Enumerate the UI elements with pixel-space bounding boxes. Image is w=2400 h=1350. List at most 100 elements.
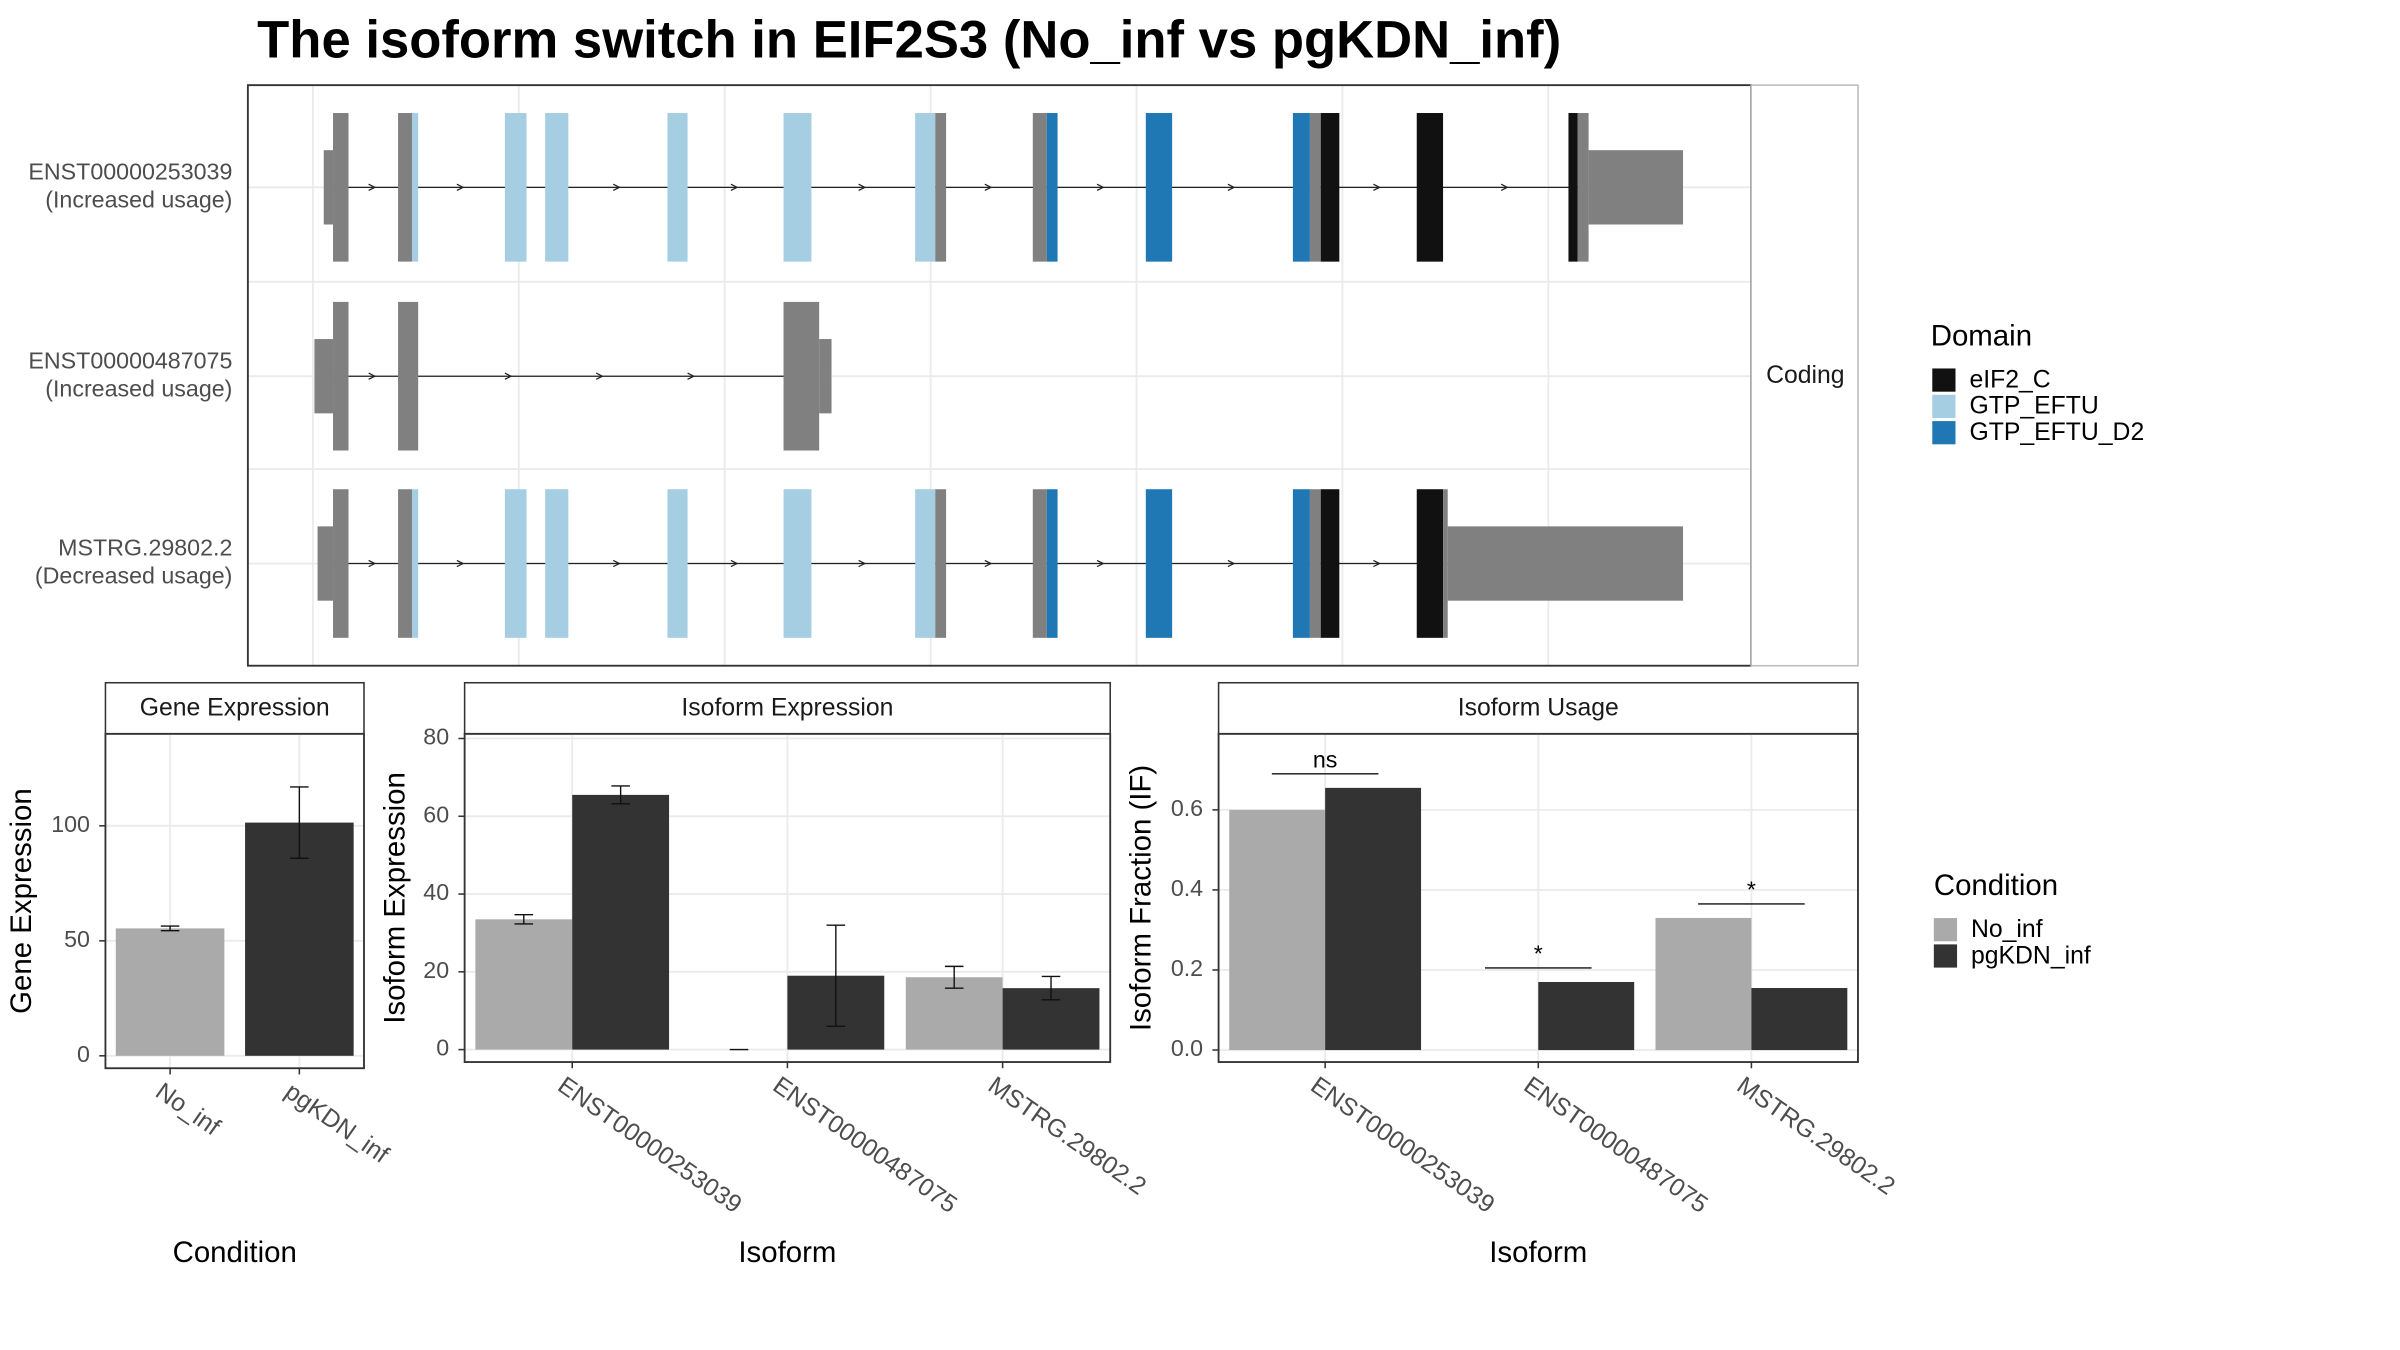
strip-label: Isoform Usage: [1458, 695, 1619, 722]
x-tick-label: ENST00000253039: [553, 1072, 747, 1219]
y-tick-label: 60: [423, 801, 449, 827]
exon: [545, 489, 569, 638]
intron-arrow: [858, 559, 867, 568]
exon: [333, 301, 349, 451]
exon: [1292, 113, 1310, 262]
x-tick-label: MSTRG.29802.2: [1732, 1072, 1900, 1201]
y-tick-label: 20: [423, 957, 449, 983]
legend-key: [1932, 421, 1956, 445]
intron-arrow: [1500, 183, 1509, 191]
x-tick-label: No_inf: [151, 1078, 225, 1141]
y-axis-title: Isoform Fraction (IF): [1124, 765, 1157, 1031]
y-tick-label: 100: [51, 811, 90, 837]
exon: [667, 489, 688, 638]
exon: [1309, 113, 1321, 262]
exon: [1032, 113, 1047, 262]
strip-label: Gene Expression: [140, 695, 330, 722]
exon: [411, 113, 419, 262]
intron-arrow: [730, 559, 739, 568]
exon: [667, 113, 688, 262]
exon: [935, 113, 947, 262]
strip-label: Isoform Expression: [681, 695, 893, 722]
exon: [398, 113, 412, 262]
intron-arrow: [730, 183, 739, 191]
exon: [333, 113, 349, 262]
y-tick-label: 0.6: [1171, 795, 1203, 821]
bar: [115, 928, 225, 1056]
x-tick-label: ENST00000487075: [1519, 1072, 1713, 1219]
strip: [104, 681, 365, 735]
exon: [504, 113, 527, 262]
intron-arrow: [984, 559, 993, 568]
intron-arrow: [1096, 183, 1105, 191]
y-tick-label: 0.0: [1171, 1035, 1203, 1061]
exon: [545, 113, 569, 262]
x-axis-title: Isoform: [738, 1236, 836, 1269]
transcript-note: (Decreased usage): [35, 563, 232, 589]
transcript-note: (Increased usage): [45, 186, 232, 212]
legend-label: GTP_EFTU_D2: [1969, 419, 2144, 446]
intron-arrow: [456, 559, 465, 568]
intron-arrow: [504, 372, 513, 380]
intron-arrow: [1227, 559, 1236, 568]
bar: [572, 794, 670, 1050]
x-tick-label: ENST00000253039: [1306, 1072, 1500, 1219]
intron-arrow: [1373, 559, 1381, 568]
bar: [475, 919, 573, 1050]
bar: [1655, 917, 1752, 1051]
error-bar: [514, 913, 534, 925]
legend-label: No_inf: [1971, 916, 2043, 943]
legend-key: [1932, 394, 1956, 419]
exon: [1588, 150, 1684, 225]
bar: [1751, 987, 1848, 1051]
chart-title: The isoform switch in EIF2S3 (No_inf vs …: [257, 10, 1561, 69]
exon: [915, 113, 936, 262]
error-bar: [290, 786, 309, 859]
transcript-name: ENST00000253039: [28, 159, 232, 185]
y-tick-label: 50: [64, 926, 90, 952]
exon: [317, 526, 334, 601]
transcript-name: ENST00000487075: [28, 347, 232, 373]
y-tick-label: 0.4: [1171, 875, 1203, 901]
significance-label: *: [1747, 877, 1756, 903]
intron-arrow: [612, 559, 621, 568]
exon: [504, 489, 527, 638]
x-tick-label: ENST00000487075: [768, 1072, 962, 1219]
intron-arrow: [1227, 183, 1236, 191]
strip: [1750, 84, 1859, 667]
error-bar: [944, 965, 964, 989]
x-tick-label: pgKDN_inf: [280, 1078, 394, 1169]
legend-label: GTP_EFTU: [1969, 393, 2098, 420]
exon: [783, 301, 820, 451]
exon: [411, 489, 419, 638]
exon: [1416, 489, 1444, 638]
significance-label: *: [1534, 941, 1543, 967]
exon: [1320, 489, 1340, 638]
intron-arrow: [858, 183, 867, 191]
exon: [1320, 113, 1340, 262]
error-bar: [1041, 975, 1061, 1001]
y-tick-label: 40: [423, 879, 449, 905]
exon: [1416, 113, 1444, 262]
strip-label: Coding: [1766, 362, 1844, 389]
y-axis-title: Gene Expression: [5, 788, 38, 1014]
bar: [1229, 809, 1326, 1051]
y-tick-label: 0.2: [1171, 955, 1203, 981]
legend-key: [1933, 944, 1958, 968]
intron-arrow: [368, 559, 377, 568]
exon: [1309, 489, 1321, 638]
legend-label: pgKDN_inf: [1971, 942, 2091, 969]
legend-key: [1932, 368, 1956, 392]
intron-arrow: [368, 183, 377, 191]
legend-key: [1933, 918, 1958, 942]
bar: [905, 977, 1003, 1050]
intron-arrow: [1096, 559, 1105, 568]
intron-arrow: [368, 372, 377, 380]
bar: [1538, 981, 1635, 1051]
error-bar: [826, 924, 846, 1027]
error-bar: [160, 925, 180, 932]
exon: [1447, 526, 1684, 601]
legend-title: Condition: [1934, 869, 2058, 902]
